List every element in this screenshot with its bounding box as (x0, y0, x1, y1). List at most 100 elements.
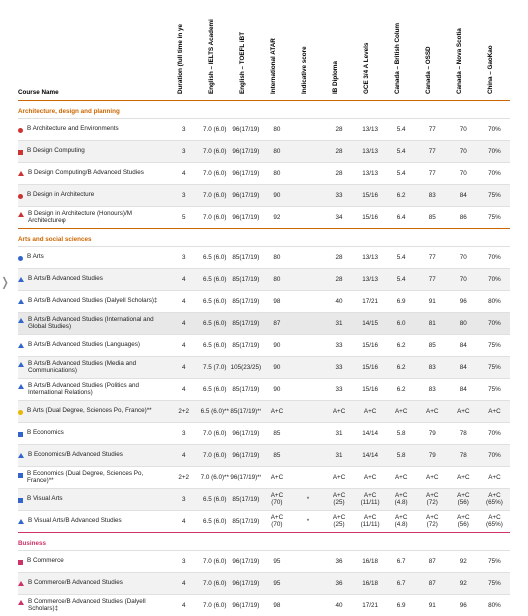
data-cell: 6.5 (6.0) (199, 489, 230, 511)
table-row[interactable]: B Economics/B Advanced Studies47.0 (6.0)… (18, 445, 510, 467)
data-cell: A+C (355, 401, 386, 423)
data-cell: 70 (448, 269, 479, 291)
data-cell: 5.4 (386, 119, 417, 141)
table-row[interactable]: B Design Computing/B Advanced Studies47.… (18, 163, 510, 185)
table-row[interactable]: B Economics37.0 (6.0)96(17/19)853114/145… (18, 423, 510, 445)
data-cell: 6.5 (6.0) (199, 379, 230, 401)
course-marker-icon (18, 498, 23, 503)
data-cell: 85(17/19) (230, 379, 261, 401)
table-row[interactable]: B Arts/B Advanced Studies (Media and Com… (18, 357, 510, 379)
data-cell: 3 (168, 119, 199, 141)
data-cell: 80 (261, 269, 292, 291)
data-cell: 28 (324, 247, 355, 269)
data-cell (292, 423, 323, 445)
data-cell: 3 (168, 247, 199, 269)
course-name-cell: B Commerce/B Advanced Studies (18, 573, 168, 595)
data-cell: 70% (479, 313, 510, 335)
table-row[interactable]: B Design in Architecture (Honours)/M Arc… (18, 207, 510, 229)
data-cell: 4 (168, 379, 199, 401)
course-label: B Arts/B Advanced Studies (Media and Com… (28, 361, 166, 375)
header-col: China – GaoKao (479, 6, 510, 101)
data-cell: 80 (448, 313, 479, 335)
data-cell: 85 (417, 335, 448, 357)
data-cell (292, 595, 323, 616)
data-cell: 75% (479, 207, 510, 229)
data-cell: 85(17/19) (230, 511, 261, 533)
data-cell (292, 163, 323, 185)
table-row[interactable]: B Architecture and Environments37.0 (6.0… (18, 119, 510, 141)
data-cell (292, 291, 323, 313)
data-cell: A+C (386, 467, 417, 489)
course-label: B Economics/B Advanced Studies (28, 452, 123, 459)
data-cell: 85(17/19) (230, 335, 261, 357)
course-label: B Design Computing (27, 148, 85, 155)
data-cell: A+C (261, 467, 292, 489)
table-row[interactable]: B Economics (Dual Degree, Sciences Po, F… (18, 467, 510, 489)
pointer-icon: ❭ (0, 275, 10, 289)
data-cell: 6.2 (386, 335, 417, 357)
table-row[interactable]: B Arts (Dual Degree, Sciences Po, France… (18, 401, 510, 423)
data-cell: 96(17/19) (230, 595, 261, 616)
data-cell: 28 (324, 269, 355, 291)
header-col: Canada – British Colum (386, 6, 417, 101)
data-cell: 84 (448, 357, 479, 379)
data-cell (292, 141, 323, 163)
data-cell: 70% (479, 247, 510, 269)
course-label: B Arts/B Advanced Studies (Languages) (28, 342, 140, 349)
data-cell: 70% (479, 141, 510, 163)
data-cell: 85(17/19) (230, 247, 261, 269)
table-row[interactable]: B Commerce37.0 (6.0)96(17/19)953616/186.… (18, 551, 510, 573)
header-col: IB Diploma (324, 6, 355, 101)
data-cell: 7.0 (6.0) (199, 445, 230, 467)
data-cell: 84 (448, 185, 479, 207)
data-cell: 36 (324, 551, 355, 573)
table-row[interactable]: B Arts/B Advanced Studies (Politics and … (18, 379, 510, 401)
course-name-cell: B Commerce/B Advanced Studies (Dalyell S… (18, 595, 168, 616)
data-cell: 40 (324, 291, 355, 313)
data-cell: 77 (417, 247, 448, 269)
data-cell: 85 (261, 423, 292, 445)
data-cell: 13/13 (355, 163, 386, 185)
data-cell: 14/14 (355, 445, 386, 467)
table-row[interactable]: B Arts/B Advanced Studies (International… (18, 313, 510, 335)
header-col: English – IELTS Academi (199, 6, 230, 101)
data-cell: 6.0 (386, 313, 417, 335)
table-row[interactable]: B Commerce/B Advanced Studies47.0 (6.0)9… (18, 573, 510, 595)
table-row[interactable]: B Visual Arts36.5 (6.0)85(17/19)A+C(70)*… (18, 489, 510, 511)
course-name-cell: B Economics/B Advanced Studies (18, 445, 168, 467)
table-row[interactable]: B Arts/B Advanced Studies (Languages)46.… (18, 335, 510, 357)
table-row[interactable]: B Arts36.5 (6.0)85(17/19)802813/135.4777… (18, 247, 510, 269)
data-cell: 6.9 (386, 595, 417, 616)
data-cell: 98 (261, 291, 292, 313)
table-row[interactable]: B Arts/B Advanced Studies (Dalyell Schol… (18, 291, 510, 313)
data-cell: 80 (261, 119, 292, 141)
course-marker-icon (18, 212, 24, 217)
table-row[interactable]: B Visual Arts/B Advanced Studies46.5 (6.… (18, 511, 510, 533)
table-row[interactable]: B Design Computing37.0 (6.0)96(17/19)802… (18, 141, 510, 163)
data-cell: A+C (324, 467, 355, 489)
data-cell: 86 (448, 207, 479, 229)
data-cell (292, 313, 323, 335)
table-row[interactable]: B Design in Architecture37.0 (6.0)96(17/… (18, 185, 510, 207)
data-cell: 70% (479, 423, 510, 445)
data-cell: 81 (417, 313, 448, 335)
data-cell: 70 (448, 119, 479, 141)
table-row[interactable]: B Commerce/B Advanced Studies (Dalyell S… (18, 595, 510, 616)
data-cell: 5.4 (386, 269, 417, 291)
course-marker-icon (18, 473, 23, 478)
course-label: B Arts/B Advanced Studies (28, 276, 103, 283)
data-cell (292, 269, 323, 291)
data-cell: 7.0 (6.0) (199, 573, 230, 595)
header-col: English – TOEFL iBT (230, 6, 261, 101)
data-cell: 83 (417, 185, 448, 207)
course-name-cell: B Commerce (18, 551, 168, 573)
data-cell: 85 (417, 207, 448, 229)
data-cell: 13/13 (355, 119, 386, 141)
table-row[interactable]: B Arts/B Advanced Studies46.5 (6.0)85(17… (18, 269, 510, 291)
course-marker-icon (18, 150, 23, 155)
course-name-cell: B Economics (18, 423, 168, 445)
data-cell: 92 (448, 573, 479, 595)
data-cell: 5.8 (386, 445, 417, 467)
data-cell: 96(17/19)** (230, 467, 261, 489)
data-cell (292, 119, 323, 141)
